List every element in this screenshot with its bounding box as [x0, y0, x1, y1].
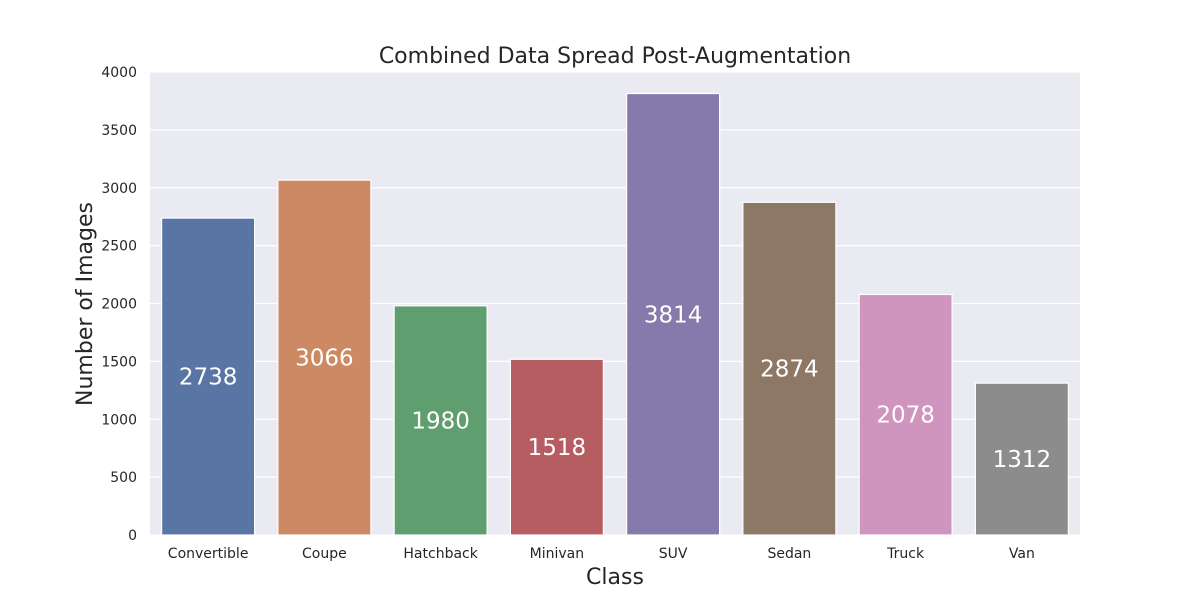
y-tick-label: 500	[110, 470, 137, 486]
y-tick-label: 4000	[101, 65, 137, 81]
y-tick-label: 1000	[101, 412, 137, 428]
y-axis-label: Number of Images	[73, 202, 98, 406]
x-tick-label: Van	[1009, 546, 1035, 562]
bar-hatchback	[393, 305, 488, 536]
x-axis-label: Class	[586, 565, 644, 590]
bar-value-label: 1518	[528, 435, 587, 461]
bar-value-label: 2874	[760, 357, 819, 383]
bar-truck	[858, 293, 953, 536]
x-tick-label: Hatchback	[403, 546, 478, 562]
bar-convertible	[161, 217, 256, 536]
bar-van	[974, 382, 1069, 536]
y-tick-label: 2500	[101, 239, 137, 255]
bar-value-label: 2078	[876, 403, 935, 429]
x-tick-label: SUV	[659, 546, 688, 562]
y-tick-label: 3000	[101, 181, 137, 197]
bar-value-label: 1312	[993, 447, 1052, 473]
x-tick-label: Sedan	[767, 546, 811, 562]
chart-title: Combined Data Spread Post-Augmentation	[379, 44, 851, 69]
x-tick-label: Coupe	[302, 546, 347, 562]
y-tick-label: 3500	[101, 123, 137, 139]
bar-minivan	[509, 358, 604, 536]
bars: 2738 3066 1980 1518 3814 2874 2078 1312	[161, 92, 1069, 536]
bar-value-label: 2738	[179, 365, 238, 391]
x-tick-label: Convertible	[168, 546, 249, 562]
x-tick-label: Truck	[886, 546, 925, 562]
x-tick-labels: Convertible Coupe Hatchback Minivan SUV Sedan…	[168, 546, 1035, 562]
bar-coupe	[277, 179, 372, 536]
y-tick-label: 0	[128, 528, 137, 544]
bar-suv	[626, 92, 721, 536]
y-tick-labels: 0 500 1000 1500 2000 2500 3000 3500 4000	[101, 65, 137, 544]
bar-value-label: 3814	[644, 302, 703, 328]
bar-value-label: 3066	[295, 346, 354, 372]
y-tick-label: 2000	[101, 297, 137, 313]
y-tick-label: 1500	[101, 354, 137, 370]
x-tick-label: Minivan	[530, 546, 584, 562]
bar-value-label: 1980	[411, 408, 470, 434]
bar-sedan	[742, 201, 837, 536]
